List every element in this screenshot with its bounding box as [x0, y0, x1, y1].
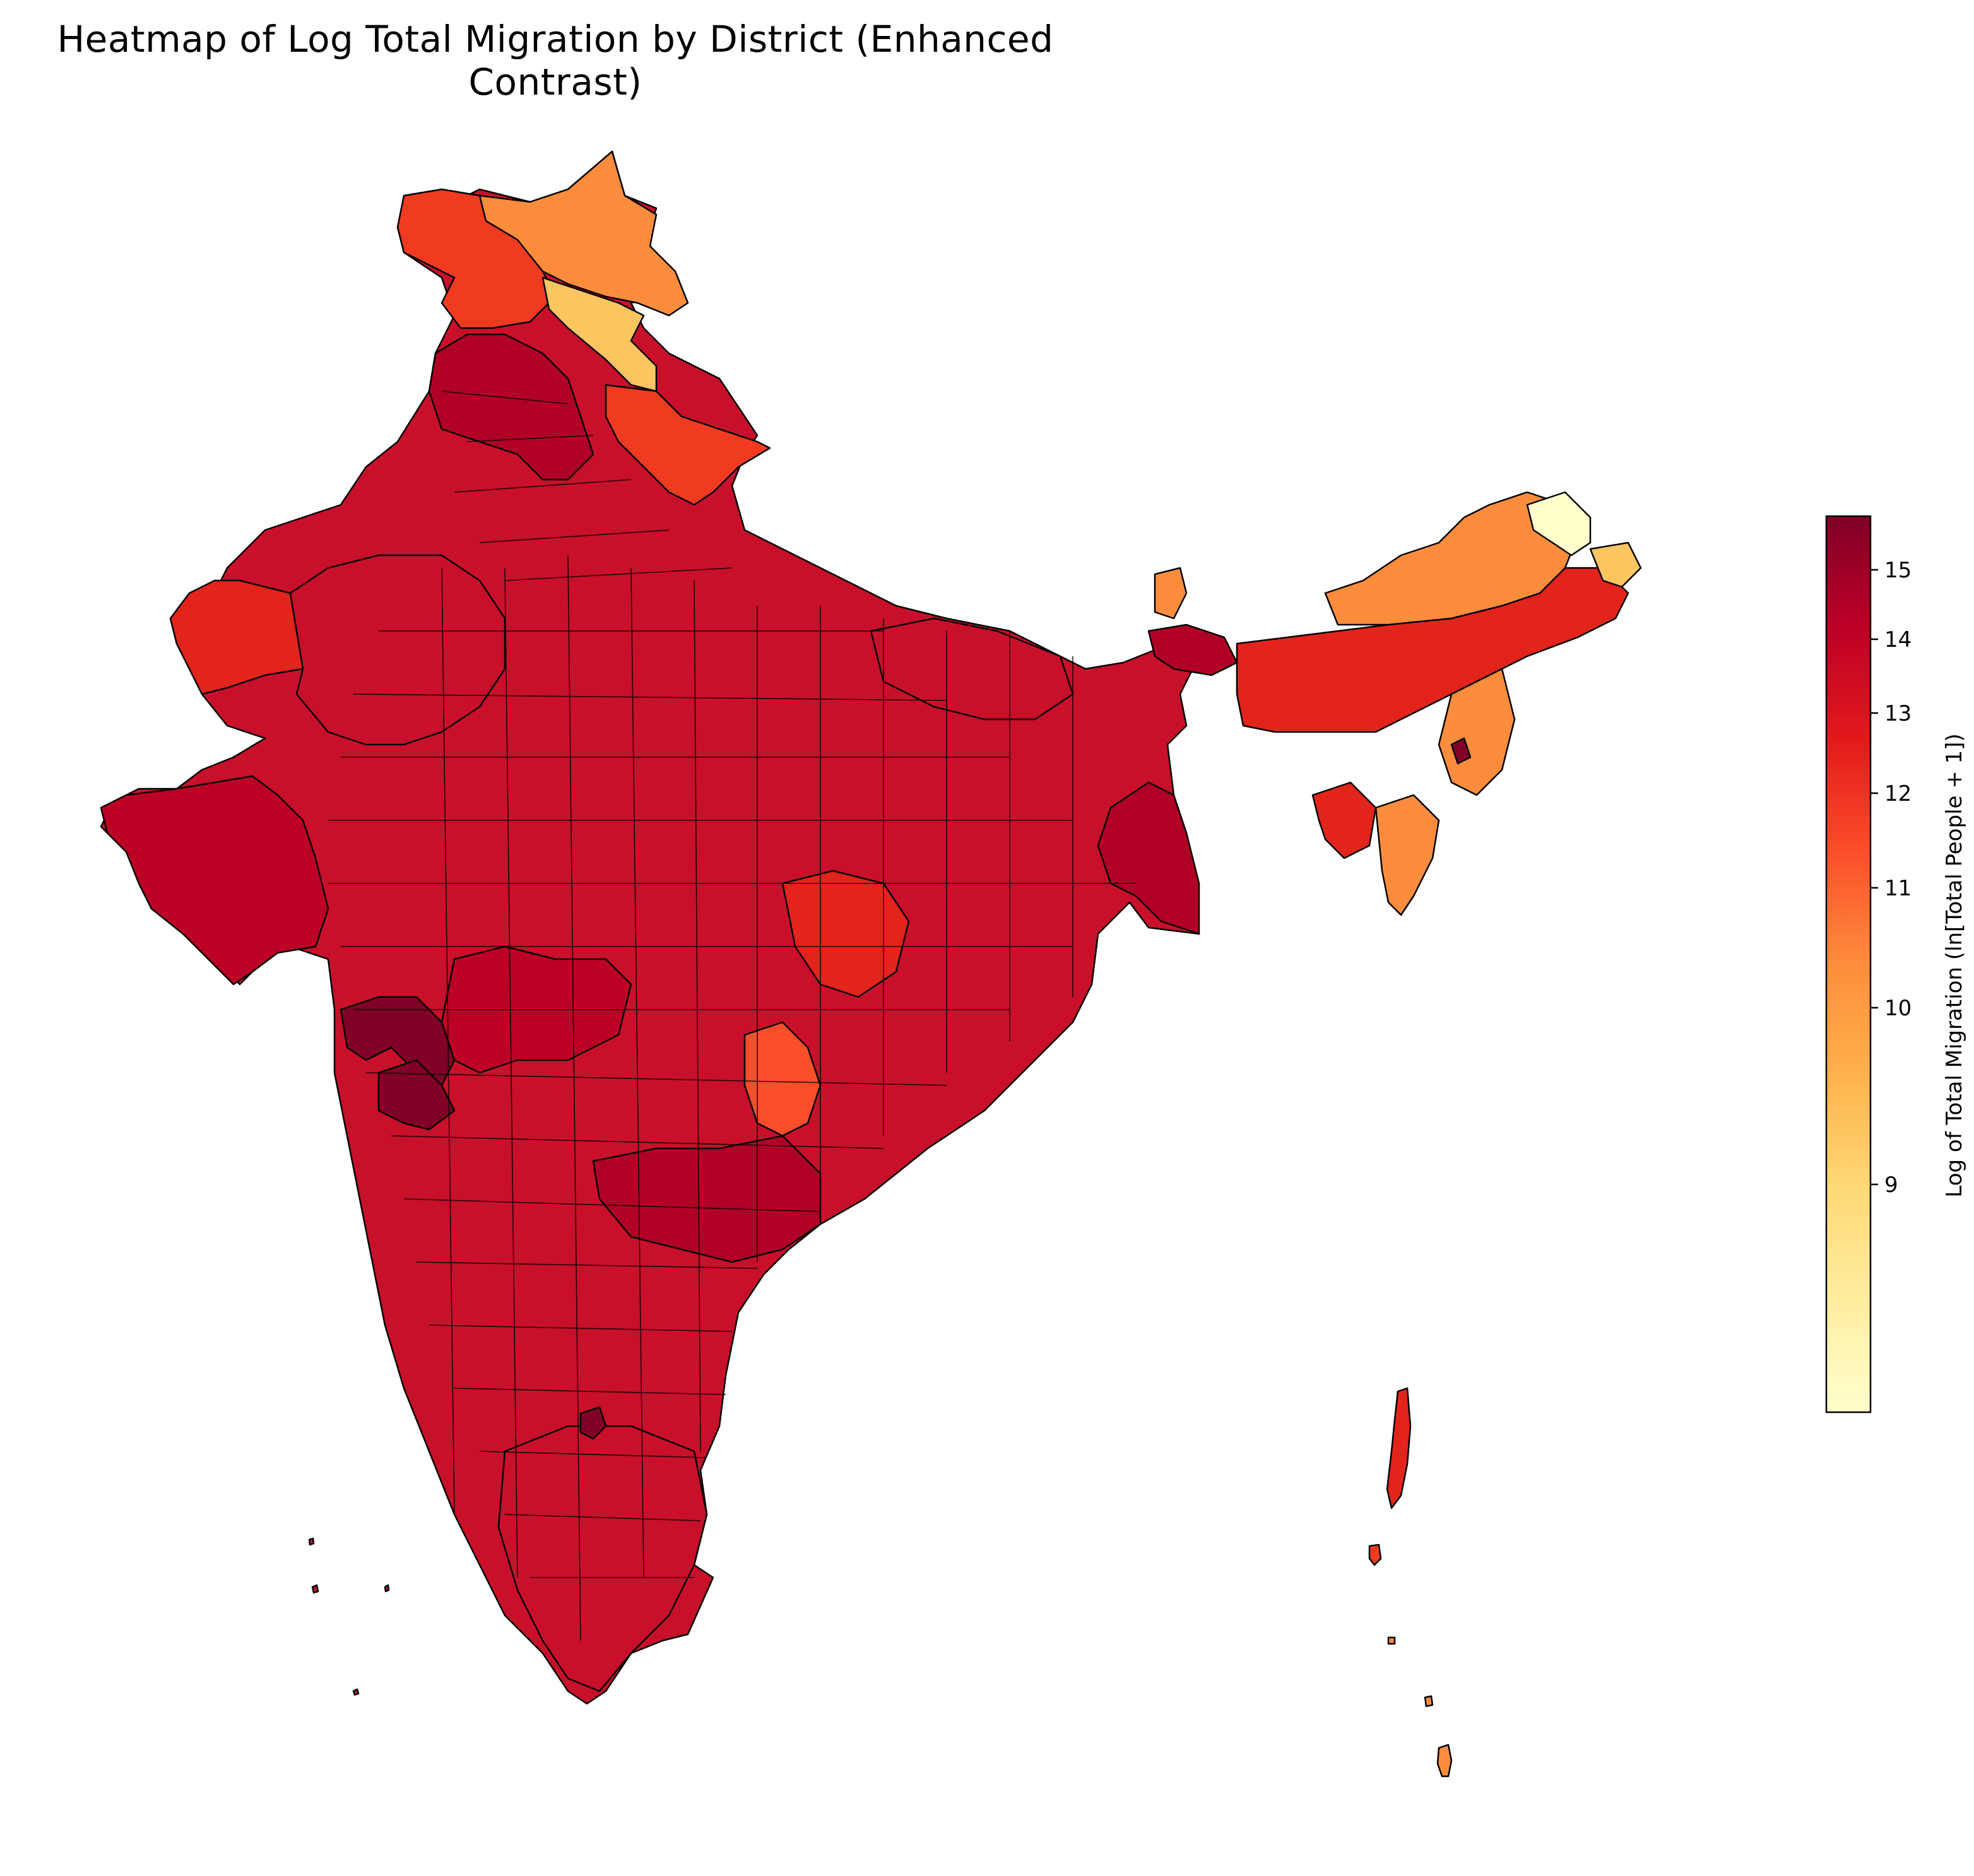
lakshadweep-islet-1	[308, 1537, 315, 1546]
sikkim-region	[1154, 567, 1188, 620]
chhattisgarh-south-region	[743, 1021, 822, 1137]
himachal-upper-region	[541, 276, 658, 392]
colorbar-ticks: 9 10 11 12 13 14 15	[1871, 558, 1912, 1198]
district-lines-north	[441, 391, 733, 581]
colorbar-tick-label: 13	[1884, 701, 1912, 726]
nicobar-islet	[1424, 1695, 1434, 1708]
lakshadweep-islet-4	[352, 1688, 360, 1696]
andaman-island	[1386, 1387, 1412, 1509]
colorbar-tick-label: 15	[1884, 558, 1912, 583]
punjab-haryana-region	[428, 333, 594, 481]
north-bengal-region	[1147, 623, 1238, 676]
bangalore-region	[579, 1406, 607, 1440]
gujarat-region	[100, 775, 329, 986]
lakshadweep-islet-2	[311, 1584, 319, 1594]
mainland-region	[100, 150, 1200, 1705]
colorbar-tick-label: 9	[1884, 1172, 1898, 1198]
district-lines-vertical	[441, 555, 1073, 1641]
arunachal-east-region	[1589, 541, 1642, 588]
colorbar-gradient	[1825, 515, 1872, 1413]
page-title: Heatmap of Log Total Migration by Distri…	[57, 18, 1054, 103]
manipur-dark-region	[1450, 737, 1472, 765]
west-bengal-region	[1097, 781, 1200, 935]
colorbar-tick-label: 11	[1884, 876, 1912, 901]
great-nicobar-island	[1436, 1743, 1453, 1778]
colorbar-tick-label: 10	[1884, 996, 1912, 1021]
district-lines-central	[328, 630, 1136, 884]
rajasthan-central-region	[289, 554, 506, 746]
little-andaman-island	[1368, 1543, 1382, 1566]
car-nicobar-island	[1387, 1636, 1396, 1645]
lakshadweep-islet-3	[384, 1584, 390, 1593]
mizoram-region	[1374, 794, 1440, 916]
ladakh-region	[478, 150, 689, 317]
chhattisgarh-region	[781, 870, 910, 998]
district-lines-south	[341, 946, 1073, 1578]
pune-region	[377, 1059, 456, 1131]
bihar-region	[870, 617, 1074, 721]
colorbar-label: Log of Total Migration (ln[Total People …	[1942, 733, 1967, 1197]
arunachal-northeast-region	[1526, 491, 1592, 557]
colorbar-tick-label: 14	[1884, 627, 1912, 652]
tripura-region	[1311, 781, 1377, 859]
andhra-region	[592, 1135, 822, 1263]
uttarakhand-region	[605, 384, 771, 506]
colorbar-tick-label: 12	[1884, 781, 1912, 806]
